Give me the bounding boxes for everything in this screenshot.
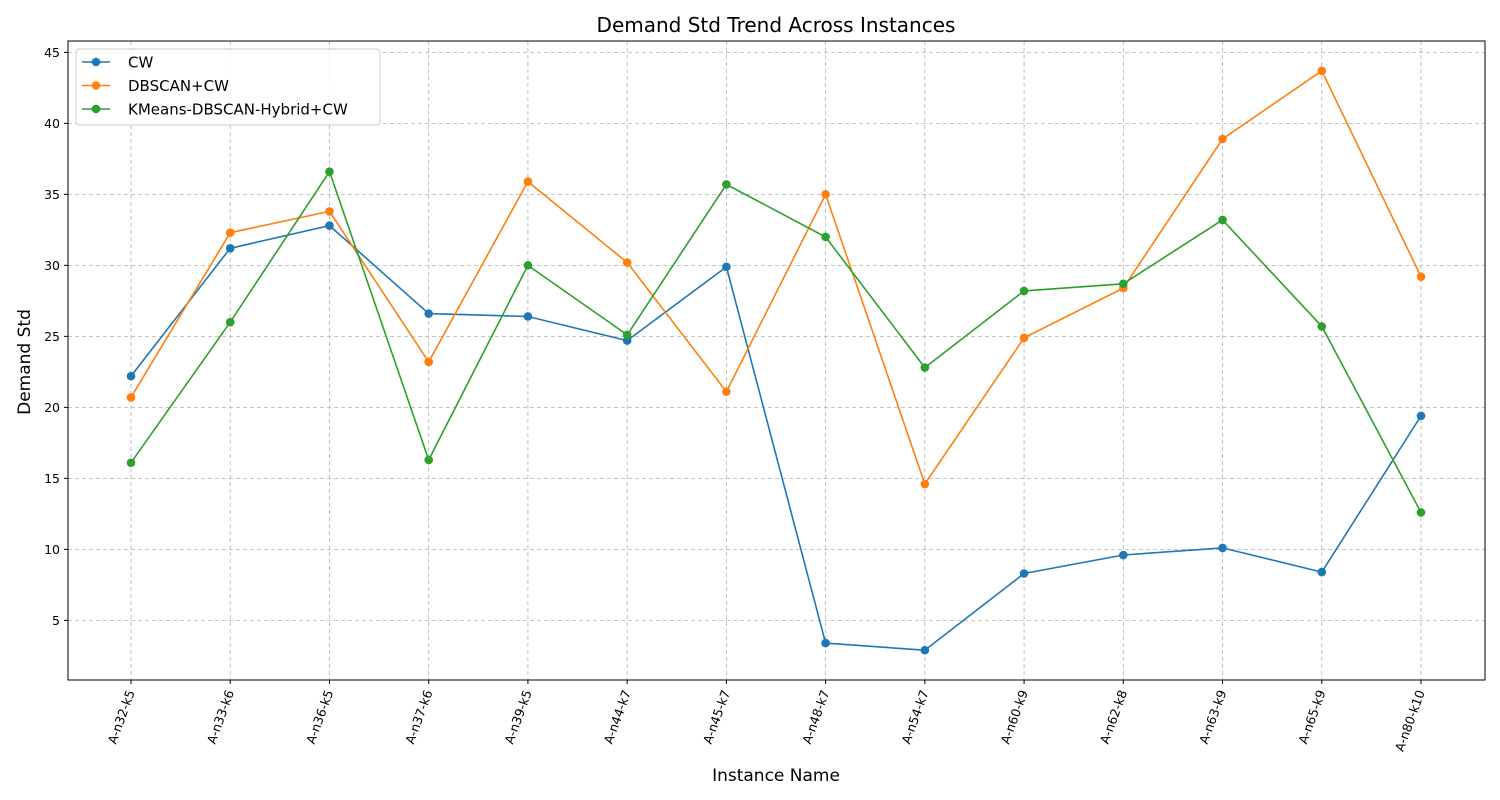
legend-item: CW [82,54,153,72]
legend-marker [91,57,101,67]
data-point [920,363,930,372]
x-tick-label: A-n36-k5 [303,688,336,746]
data-point [1416,411,1426,421]
x-tick-label: A-n65-k9 [1295,688,1328,746]
data-point [1317,567,1327,577]
data-point [622,330,632,340]
data-point [523,261,533,270]
data-point [1019,569,1029,578]
x-tick-label: A-n62-k8 [1097,688,1130,746]
data-point [424,357,433,367]
data-point [225,317,235,327]
data-point [1218,215,1227,225]
data-point [424,309,433,318]
data-point [821,638,830,648]
data-point [821,232,830,242]
legend-box [75,48,381,126]
x-tick-label: A-n44-k7 [601,688,634,746]
data-point [1019,286,1029,296]
series-line [130,224,1422,652]
y-tick-label: 10 [44,542,60,557]
data-point [722,180,731,189]
data-point [1416,508,1426,517]
x-axis-label: Instance Name [712,766,840,786]
series-layer [126,66,1426,655]
data-point [523,312,533,321]
data-point [1218,134,1227,144]
y-tick-label: 40 [44,116,60,131]
data-point [622,258,632,267]
legend-label: CW [128,54,153,72]
x-axis-ticks: A-n32-k5 A-n33-k6 A-n36-k5 A-n37-k6 A-n39-k5… [104,680,1428,754]
data-point [523,177,533,186]
x-tick-label: A-n45-k7 [700,688,733,746]
data-point [722,262,731,272]
y-axis-ticks: 5 10 15 20 25 30 35 40 45 [44,45,68,628]
data-point [424,455,433,465]
data-point [1416,272,1426,282]
x-tick-label: A-n33-k6 [204,688,237,746]
data-point [821,190,830,199]
data-point [1317,66,1327,76]
data-point [1317,322,1327,331]
data-point [1119,279,1128,289]
y-tick-label: 5 [52,613,60,628]
data-point [325,207,334,216]
y-tick-label: 15 [44,471,60,486]
data-point [1119,550,1128,560]
x-tick-label: A-n80-k10 [1392,688,1428,754]
x-tick-label: A-n37-k6 [402,688,435,746]
series-line [130,69,1422,486]
x-tick-label: A-n54-k7 [898,688,931,746]
y-tick-label: 25 [44,329,60,344]
x-tick-label: A-n39-k5 [501,688,534,746]
data-point [325,221,334,230]
series-0 [126,221,1426,655]
chart-title: Demand Std Trend Across Instances [597,13,956,37]
data-point [920,645,930,655]
x-tick-label: A-n60-k9 [998,688,1031,746]
data-point [126,393,136,402]
data-point [325,167,334,176]
x-tick-label: A-n48-k7 [799,688,832,746]
data-point [1218,543,1227,553]
data-point [126,458,136,468]
y-axis-label: Demand Std [15,309,35,415]
series-2 [126,167,1426,517]
legend: CW DBSCAN+CW KMeans-DBSCAN-Hybrid+CW [75,48,381,126]
legend-marker [91,104,101,114]
plot-frame [67,40,1486,681]
series-1 [126,66,1426,489]
y-tick-label: 20 [44,400,60,415]
x-tick-label: A-n32-k5 [104,688,137,746]
data-point [1019,333,1029,343]
y-tick-label: 45 [44,45,60,60]
legend-label: DBSCAN+CW [128,77,229,95]
y-tick-label: 30 [44,258,60,273]
y-tick-label: 35 [44,187,60,202]
legend-item: DBSCAN+CW [82,77,229,95]
legend-marker [91,81,101,90]
series-line [130,169,1422,513]
data-point [225,228,235,237]
data-point [920,479,930,489]
x-tick-label: A-n63-k9 [1196,688,1229,746]
data-point [225,244,235,253]
grid [68,41,1485,680]
data-point [126,371,136,381]
legend-item: KMeans-DBSCAN-Hybrid+CW [82,101,348,119]
data-point [722,387,731,397]
legend-label: KMeans-DBSCAN-Hybrid+CW [128,101,348,119]
